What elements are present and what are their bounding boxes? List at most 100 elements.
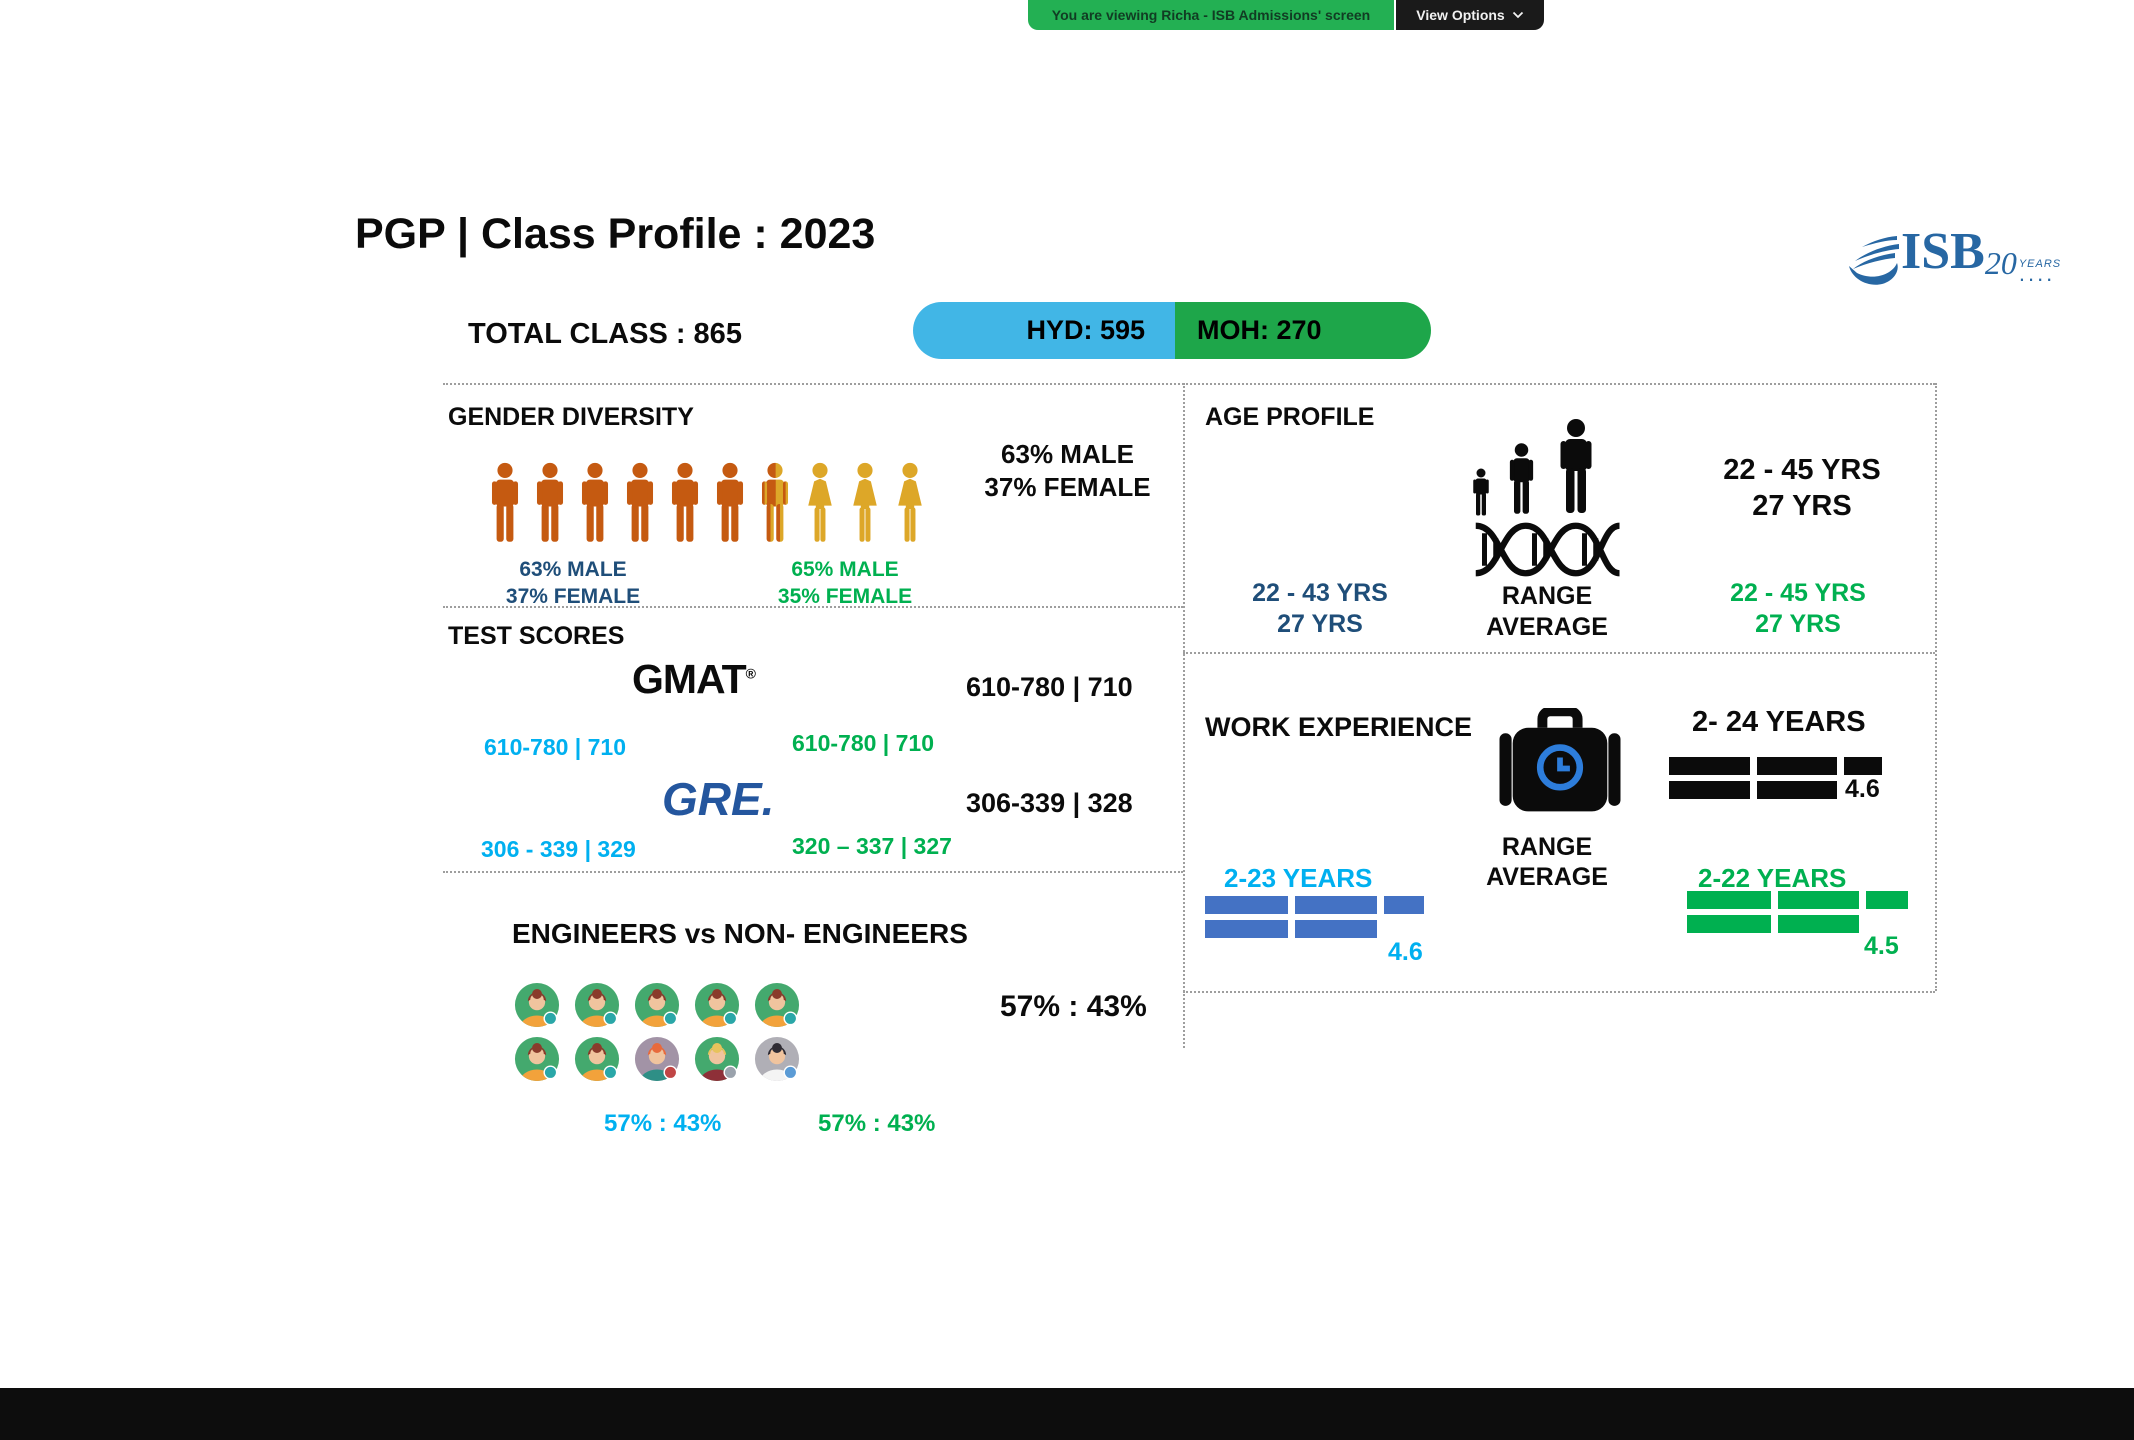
avatar-doc-icon xyxy=(694,1036,740,1082)
gmat-reg-mark: ® xyxy=(745,665,756,682)
view-options-label: View Options xyxy=(1416,7,1505,23)
age-person-medium-icon xyxy=(1508,442,1535,518)
panel-top-border xyxy=(443,383,1935,385)
age-average-label: AVERAGE xyxy=(1486,613,1608,641)
tests-bottom-border xyxy=(443,871,1183,873)
age-person-large-icon xyxy=(1558,418,1594,518)
engineers-section-title: ENGINEERS vs NON- ENGINEERS xyxy=(512,918,968,949)
work-bar xyxy=(1205,920,1288,938)
work-overall-bars xyxy=(1669,757,1882,805)
gmat-moh-score: 610-780 | 710 xyxy=(792,730,934,756)
work-bar xyxy=(1295,896,1377,914)
work-moh-label: 2-22 YEARS xyxy=(1698,863,1847,893)
avatar-eng-icon xyxy=(634,982,680,1028)
gender-hyd-female: 37% FEMALE xyxy=(505,585,641,608)
gender-overall-female: 37% FEMALE xyxy=(984,472,1151,502)
work-hyd-average: 4.6 xyxy=(1388,938,1423,966)
female-figure-icon xyxy=(893,462,927,546)
gmat-logo: GMAT® xyxy=(632,656,756,703)
slide-title: PGP | Class Profile : 2023 xyxy=(355,210,876,258)
male-figure-icon xyxy=(623,462,657,546)
gender-bottom-border xyxy=(443,606,1183,608)
work-bar xyxy=(1687,915,1771,933)
age-overall-range: 22 - 45 YRS xyxy=(1723,454,1881,486)
work-range-average-label: RANGE AVERAGE xyxy=(1462,832,1632,892)
work-average-label: AVERAGE xyxy=(1486,863,1608,891)
gmat-hyd-score: 610-780 | 710 xyxy=(484,734,626,760)
age-range-average-label: RANGE AVERAGE xyxy=(1462,581,1632,643)
work-bar xyxy=(1778,915,1859,933)
avatar-eng-icon xyxy=(574,982,620,1028)
male-figure-icon xyxy=(713,462,747,546)
work-range-label: RANGE xyxy=(1501,833,1593,861)
avatar-eng-icon xyxy=(514,1036,560,1082)
work-overall-label: 2- 24 YEARS xyxy=(1692,706,1866,738)
avatar-med-icon xyxy=(754,1036,800,1082)
gender-section-title: GENDER DIVERSITY xyxy=(448,403,694,431)
gre-hyd-score: 306 - 339 | 329 xyxy=(481,836,636,862)
engineers-hyd-stat: 57% : 43% xyxy=(604,1110,722,1137)
age-section-title: AGE PROFILE xyxy=(1205,403,1375,431)
work-bottom-border xyxy=(1183,991,1935,993)
work-bar xyxy=(1778,891,1859,909)
age-moh-stat: 22 - 45 YRS 27 YRS xyxy=(1718,578,1878,640)
viewing-banner-text: You are viewing Richa - ISB Admissions' … xyxy=(1028,0,1394,30)
gmat-logo-text: GMAT xyxy=(632,656,747,702)
age-overall-average: 27 YRS xyxy=(1752,490,1852,522)
work-hyd-label: 2-23 YEARS xyxy=(1224,863,1373,893)
work-bar xyxy=(1384,896,1424,914)
chevron-down-icon xyxy=(1512,11,1523,19)
age-moh-average: 27 YRS xyxy=(1755,610,1841,638)
gender-moh-female: 35% FEMALE xyxy=(777,585,913,608)
tests-section-title: TEST SCORES xyxy=(448,622,625,650)
gender-figures xyxy=(488,462,927,546)
work-bar xyxy=(1205,896,1288,914)
work-moh-average: 4.5 xyxy=(1864,932,1899,960)
gender-hyd-stat: 63% MALE 37% FEMALE xyxy=(498,556,648,610)
age-range-label: RANGE xyxy=(1501,582,1593,610)
work-bar xyxy=(1757,781,1837,799)
view-options-button[interactable]: View Options xyxy=(1396,0,1544,30)
campus-pill: HYD: 595 MOH: 270 xyxy=(913,302,1431,359)
work-bar xyxy=(1687,891,1771,909)
isb-logo-years: YEARS xyxy=(2018,258,2062,270)
avatar-art-icon xyxy=(634,1036,680,1082)
gre-moh-score: 320 – 337 | 327 xyxy=(792,833,952,859)
engineers-avatar-row-1 xyxy=(514,982,800,1028)
engineers-moh-stat: 57% : 43% xyxy=(818,1110,936,1137)
age-bottom-border xyxy=(1183,652,1935,654)
work-section-title: WORK EXPERIENCE xyxy=(1205,712,1473,742)
moh-pill: MOH: 270 xyxy=(1175,302,1431,359)
zoom-toolbar: te Start Video 114 Participants Chat xyxy=(0,1388,2134,1440)
gender-overall-stat: 63% MALE 37% FEMALE xyxy=(975,438,1160,504)
engineers-overall-stat: 57% : 43% xyxy=(1000,990,1147,1023)
avatar-eng-icon xyxy=(514,982,560,1028)
isb-logo-20: 20 xyxy=(1984,245,2017,281)
male-figure-icon xyxy=(668,462,702,546)
avatar-eng-icon xyxy=(574,1036,620,1082)
male-female-blend-icon xyxy=(758,462,792,546)
work-moh-bars xyxy=(1687,891,1908,939)
age-person-small-icon xyxy=(1472,468,1490,518)
gre-logo: GRE. xyxy=(662,773,775,825)
gender-hyd-male: 63% MALE xyxy=(519,558,627,581)
gender-overall-male: 63% MALE xyxy=(1001,439,1134,469)
age-hyd-stat: 22 - 43 YRS 27 YRS xyxy=(1240,578,1400,640)
gender-moh-male: 65% MALE xyxy=(791,558,899,581)
gender-moh-stat: 65% MALE 35% FEMALE xyxy=(770,556,920,610)
age-overall-stat: 22 - 45 YRS 27 YRS xyxy=(1702,452,1902,524)
work-hyd-bars xyxy=(1205,896,1424,944)
hyd-pill: HYD: 595 xyxy=(913,302,1175,359)
work-bar xyxy=(1295,920,1377,938)
work-bar xyxy=(1669,781,1750,799)
isb-swirl-icon xyxy=(1849,236,1899,285)
avatar-eng-icon xyxy=(754,982,800,1028)
male-figure-icon xyxy=(488,462,522,546)
work-bar xyxy=(1844,757,1882,775)
gre-overall-score: 306-339 | 328 xyxy=(966,788,1133,818)
work-bar xyxy=(1866,891,1908,909)
isb-logo: ISB 20 YEARS .... xyxy=(1845,226,2061,294)
age-moh-range: 22 - 45 YRS xyxy=(1730,579,1866,607)
screen-share-banner: You are viewing Richa - ISB Admissions' … xyxy=(1028,0,1544,30)
